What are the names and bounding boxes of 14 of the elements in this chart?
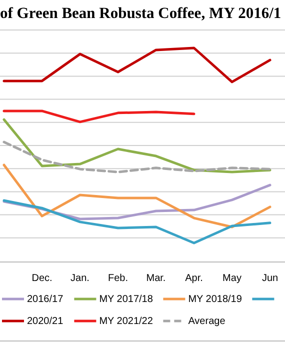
x-tick-label: Jan. [70,273,90,284]
chart-title: of Green Bean Robusta Coffee, MY 2016/1 [0,5,282,22]
x-tick-label: Dec. [32,273,52,284]
legend-label: 2016/17 [27,294,64,305]
x-tick-label: Apr. [185,273,203,284]
x-tick-label: Feb. [108,273,128,284]
legend-label: 2020/21 [27,316,64,327]
legend-label: Average [188,316,226,327]
x-tick-label: Mar. [146,273,166,284]
legend-label: MY 2017/18 [99,294,154,305]
x-tick-label: Jun [262,273,278,284]
legend-label: MY 2021/22 [99,316,154,327]
x-tick-label: May [222,273,242,284]
legend-label: MY 2018/19 [188,294,242,305]
